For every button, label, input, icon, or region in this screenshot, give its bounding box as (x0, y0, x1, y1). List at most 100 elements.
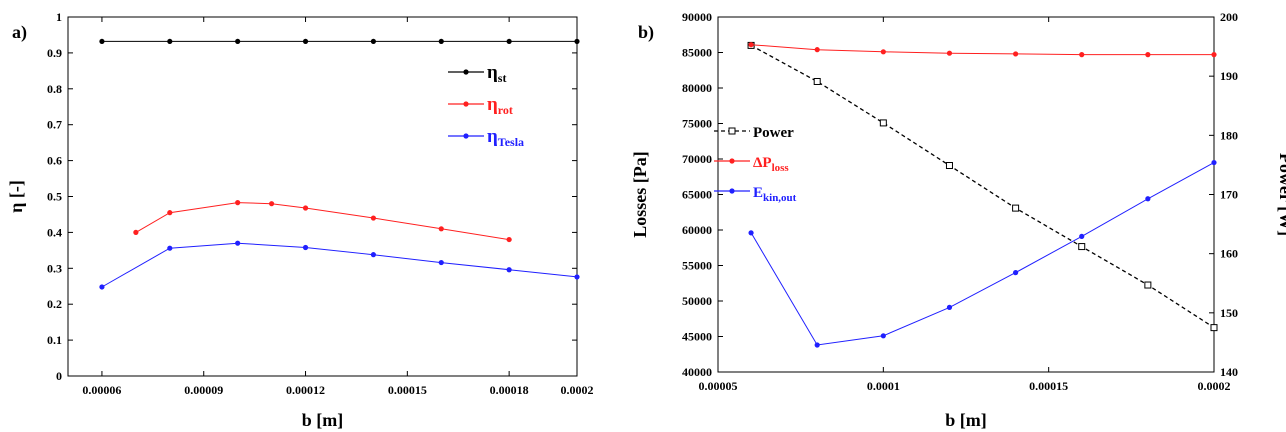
legend-prefix: Δ (753, 155, 763, 171)
series-line-1 (135, 202, 510, 241)
legend-name: Power (753, 125, 794, 141)
legend-name: η (487, 94, 498, 115)
y2-tick-label: 140 (1220, 365, 1238, 379)
data-point (946, 50, 953, 56)
x-tick-label: 0.0002 (1198, 379, 1231, 393)
y-axis-title: Losses [Pa] (630, 151, 650, 238)
panel-label: a) (12, 22, 27, 43)
data-point (235, 38, 241, 45)
legend-marker (728, 127, 736, 135)
legend-label: Ekin,out (753, 185, 797, 204)
y-tick-label: 50000 (682, 294, 712, 308)
data-point (1078, 243, 1086, 251)
y-tick-label: 0.6 (47, 154, 62, 168)
data-point (574, 38, 580, 45)
y-tick-label: 0.1 (47, 333, 62, 347)
y-tick-label: 75000 (682, 117, 712, 131)
data-point (302, 38, 309, 45)
data-point (880, 333, 886, 339)
y-tick-label: 0.4 (47, 225, 62, 239)
data-point (814, 47, 820, 53)
data-point (1079, 233, 1085, 239)
x-axis-title: b [m] (945, 410, 987, 430)
x-tick-label: 0.00012 (286, 383, 325, 397)
legend-marker (729, 158, 735, 164)
data-point (1144, 281, 1152, 289)
panel-label: b) (638, 22, 654, 43)
data-point (302, 205, 309, 211)
x-tick-label: 0.00009 (184, 383, 223, 397)
x-tick-label: 0.00018 (490, 383, 529, 397)
data-point (1013, 51, 1019, 57)
data-point (1012, 204, 1020, 212)
y-tick-label: 55000 (682, 259, 712, 273)
data-point (438, 259, 444, 266)
series-line-0 (750, 44, 1215, 329)
data-point (1211, 159, 1217, 166)
data-point (946, 304, 953, 310)
legend-name: E (753, 185, 763, 201)
x-tick-label: 0.0002 (561, 383, 594, 397)
data-point (814, 342, 820, 348)
y-tick-label: 45000 (682, 330, 712, 344)
legend-name: P (762, 155, 771, 171)
data-point (235, 240, 241, 246)
legend-name: η (487, 62, 498, 83)
data-point (438, 226, 444, 232)
series-line-2 (101, 242, 578, 288)
y-tick-label: 90000 (682, 10, 712, 24)
data-point (1145, 196, 1151, 202)
y-axis-title: η [-] (6, 180, 26, 213)
data-point (748, 230, 754, 236)
y2-tick-label: 150 (1220, 306, 1238, 320)
data-point (879, 119, 887, 127)
x-axis-title: b [m] (302, 410, 344, 430)
y2-axis-title: Power [W] (1276, 153, 1286, 236)
data-point (813, 77, 821, 85)
chart-panel-1: b) 0.00005 0.0001 0.00015 0.0002 40000 45000 50… (630, 10, 1286, 430)
x-tick-label: 0.00006 (82, 383, 121, 397)
data-point (370, 252, 376, 258)
legend-marker (463, 69, 469, 75)
legend-label: ηTesla (487, 126, 524, 149)
y2-tick-label: 180 (1220, 128, 1238, 142)
legend-subscript: kin,out (763, 192, 797, 204)
legend-label: ηst (487, 62, 506, 85)
y2-tick-label: 170 (1220, 188, 1238, 202)
x-tick-label: 0.0001 (867, 379, 900, 393)
legend-subscript: rot (498, 103, 513, 117)
y-tick-label: 70000 (682, 152, 712, 166)
x-tick-label: 0.00015 (388, 383, 427, 397)
y-tick-label: 40000 (682, 365, 712, 379)
y-tick-label: 0.8 (47, 82, 62, 96)
legend-marker (463, 133, 469, 139)
data-point (506, 236, 512, 243)
y2-tick-label: 160 (1220, 247, 1238, 261)
x-tick-label: 0.00005 (699, 379, 738, 393)
y-tick-label: 60000 (682, 223, 712, 237)
data-point (1013, 270, 1019, 276)
data-point (167, 245, 173, 251)
data-point (1079, 52, 1085, 58)
data-point (99, 284, 105, 290)
data-point (370, 38, 376, 45)
data-point (945, 162, 953, 170)
data-point (302, 244, 309, 251)
series-line-1 (751, 44, 1214, 56)
data-point (133, 229, 139, 235)
data-point (167, 38, 173, 45)
y-tick-label: 0 (56, 369, 62, 383)
data-point (1211, 52, 1217, 58)
legend-marker (463, 101, 469, 107)
series-line-2 (750, 162, 1215, 346)
data-point (167, 210, 173, 216)
chart-panel-0: a) 0.00006 0.00009 0.00012 0.00015 0.00018 0.0… (6, 10, 594, 430)
legend-subscript: loss (772, 162, 790, 174)
data-point (1210, 324, 1218, 332)
legend-name: η (487, 126, 498, 147)
y-tick-label: 0.5 (47, 190, 62, 204)
legend-label: ηrot (487, 94, 513, 117)
data-point (1145, 52, 1151, 58)
data-point (269, 201, 275, 207)
data-point (370, 215, 376, 221)
